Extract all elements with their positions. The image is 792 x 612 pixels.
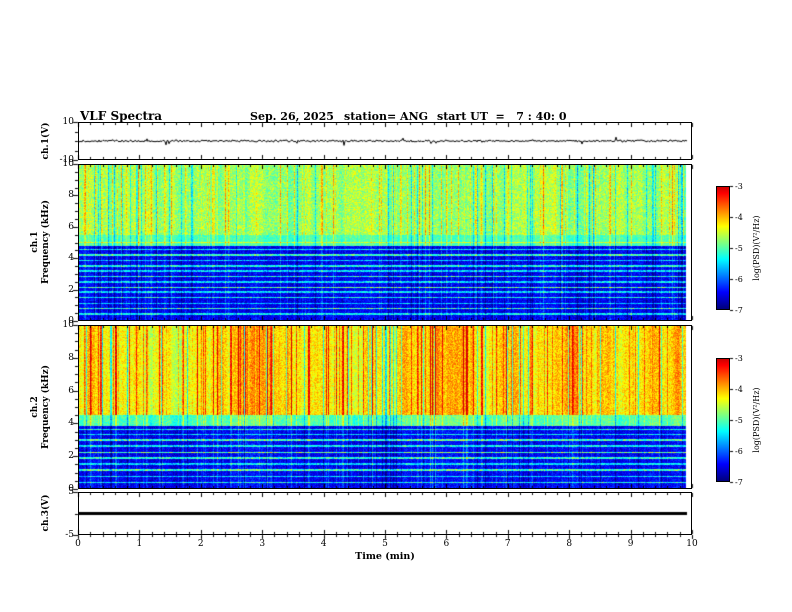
ch2-frequency-axis-channel: ch.2 <box>30 396 40 418</box>
ch1-waveform-canvas <box>79 123 691 159</box>
x-tick-label: 10 <box>686 539 698 549</box>
ch2-frequency-tick-label: 2 <box>68 451 74 462</box>
ch1-spectrogram-panel <box>78 164 692 321</box>
x-tick-label: 5 <box>382 539 388 549</box>
ch1-colorbar-tick-label: -4 <box>735 213 743 222</box>
ch2-frequency-tick-label: 8 <box>68 352 74 363</box>
ch1-waveform-panel <box>78 122 692 160</box>
ch2-spectrogram-canvas <box>79 326 691 488</box>
ch2-colorbar-tick-label: -3 <box>735 354 743 363</box>
figure-title: VLF Spectra <box>80 109 163 123</box>
x-axis-title: Time (min) <box>355 551 415 562</box>
ch2-colorbar-tick-label: -7 <box>735 478 743 487</box>
ch1-frequency-tick-label: 6 <box>68 221 74 232</box>
ch2-colorbar-tick-label: -6 <box>735 447 743 456</box>
ch2-frequency-tick-label: 6 <box>68 385 74 396</box>
ch2-colorbar-canvas <box>717 359 729 481</box>
ch1-frequency-tick-label: 2 <box>68 284 74 295</box>
x-tick-label: 1 <box>136 539 143 549</box>
ch2-frequency-tick-label: 4 <box>68 418 74 429</box>
x-tick-label: 2 <box>197 539 204 549</box>
x-tick-label: 0 <box>75 539 81 549</box>
ch1-colorbar-tick-label: -7 <box>735 306 743 315</box>
ch1-colorbar-tick-label: -3 <box>735 182 743 191</box>
ch1-frequency-tick-label: 4 <box>68 253 74 264</box>
x-tick-label: 6 <box>443 539 450 549</box>
ch1-voltage-tick-label: -10 <box>59 155 75 165</box>
ch1-frequency-axis-label: ch.1 Frequency (kHz) <box>30 182 52 302</box>
ch1-voltage-tick-label: 10 <box>62 117 74 127</box>
ch3-waveform-panel <box>78 492 692 535</box>
ch1-frequency-tick-label: 8 <box>68 190 74 201</box>
ch2-colorbar <box>716 358 730 482</box>
ch1-colorbar-canvas <box>717 187 729 309</box>
x-tick-label: 4 <box>320 539 327 549</box>
x-tick-label: 7 <box>504 539 511 549</box>
ch1-spectrogram-canvas <box>79 165 691 320</box>
x-tick-label: 3 <box>259 539 266 549</box>
x-tick-label: 8 <box>566 539 573 549</box>
ch3-voltage-tick-label: -5 <box>65 530 74 540</box>
ch1-colorbar-tick-label: -5 <box>735 244 743 253</box>
ch1-frequency-axis-channel: ch.1 <box>30 231 40 253</box>
ch2-frequency-tick-label: 10 <box>62 320 74 330</box>
x-tick-label: 9 <box>627 539 634 549</box>
ch2-spectrogram-panel <box>78 325 692 489</box>
ch2-colorbar-tick-label: -4 <box>735 385 743 394</box>
ch1-frequency-tick-label: 0 <box>68 316 74 326</box>
ch2-frequency-tick-label: 0 <box>68 484 74 494</box>
ch3-voltage-tick-label: 5 <box>68 487 74 497</box>
ch1-frequency-tick-label: 10 <box>62 159 74 169</box>
ch1-colorbar-tick-label: -6 <box>735 275 743 284</box>
ch2-frequency-axis-label: ch.2 Frequency (kHz) <box>30 347 52 467</box>
ch2-frequency-axis-unit: Frequency (kHz) <box>41 365 51 450</box>
ch2-colorbar-tick-label: -5 <box>735 416 743 425</box>
ch1-colorbar <box>716 186 730 310</box>
ch3-waveform-canvas <box>79 493 691 534</box>
